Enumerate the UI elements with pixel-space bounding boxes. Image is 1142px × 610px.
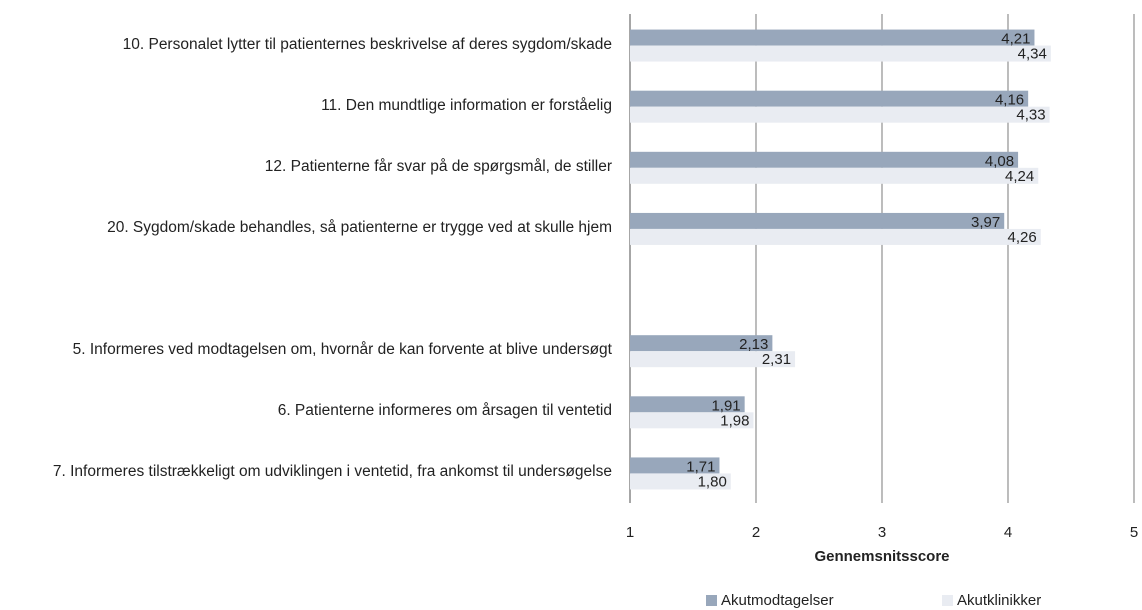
x-tick-label: 3 (878, 524, 886, 541)
legend-swatch (942, 595, 953, 606)
category-label: 5. Informeres ved modtagelsen om, hvornå… (72, 341, 612, 359)
legend-label: Akutklinikker (957, 592, 1041, 609)
bar (630, 457, 720, 474)
bar (630, 151, 1019, 168)
category-label: 12. Patienterne får svar på de spørgsmål… (264, 157, 612, 175)
bar (630, 335, 773, 352)
bar (630, 412, 754, 429)
value-label: 1,71 (686, 458, 715, 475)
value-label: 4,26 (1008, 229, 1037, 246)
x-axis-title: Gennemsnitsscore (814, 548, 949, 565)
value-label: 2,13 (739, 336, 768, 353)
value-label: 4,16 (995, 92, 1024, 109)
value-label: 4,34 (1018, 46, 1047, 63)
category-label: 11. Den mundtlige information er forståe… (321, 96, 612, 114)
x-tick-label: 2 (752, 524, 760, 541)
category-label: 20. Sygdom/skade behandles, så patienter… (107, 218, 612, 236)
x-tick-label: 5 (1130, 524, 1138, 541)
value-label: 1,98 (720, 412, 749, 429)
bar (630, 45, 1051, 62)
category-label: 6. Patienterne informeres om årsagen til… (277, 402, 612, 420)
value-label: 4,24 (1005, 168, 1034, 185)
value-label: 4,21 (1001, 31, 1030, 48)
legend-swatch (706, 595, 717, 606)
value-label: 1,91 (711, 397, 740, 414)
value-label: 2,31 (762, 351, 791, 368)
bar (630, 396, 745, 413)
value-label: 3,97 (971, 214, 1000, 231)
value-label: 4,33 (1016, 107, 1045, 124)
bar (630, 90, 1029, 107)
bar (630, 106, 1050, 123)
category-label: 7. Informeres tilstrækkeligt om udviklin… (52, 463, 612, 481)
category-label: 10. Personalet lytter til patienternes b… (122, 35, 612, 53)
value-label: 1,80 (698, 473, 727, 490)
bar (630, 167, 1039, 184)
x-tick-label: 4 (1004, 524, 1012, 541)
bar (630, 212, 1005, 229)
bar (630, 228, 1041, 245)
x-tick-label: 1 (626, 524, 634, 541)
value-label: 4,08 (985, 153, 1014, 170)
legend-label: Akutmodtagelser (721, 592, 834, 609)
bar (630, 473, 731, 490)
bar (630, 351, 796, 368)
bar (630, 29, 1035, 46)
